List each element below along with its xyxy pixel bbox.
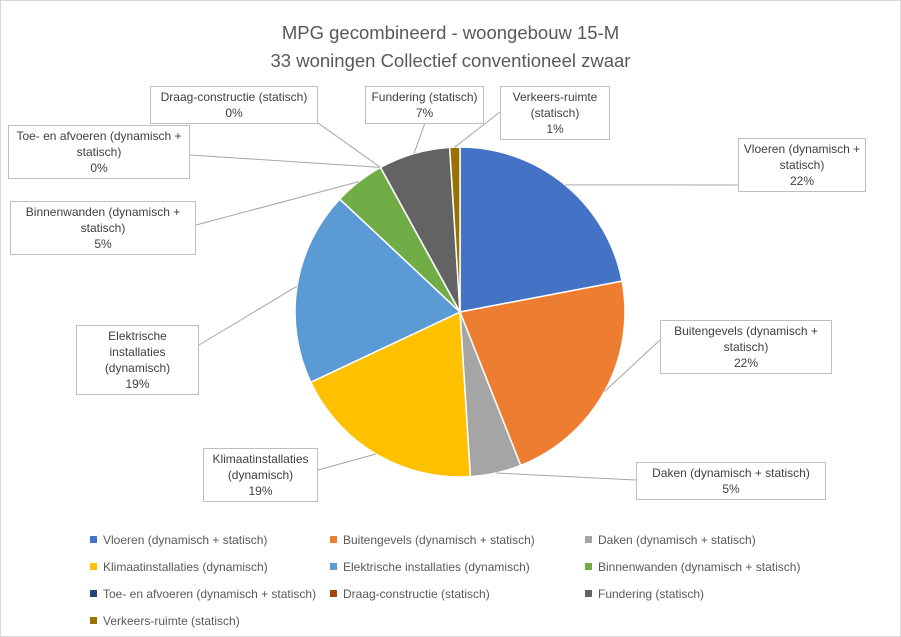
data-label: Toe- en afvoeren (dynamisch + statisch) 0…	[8, 125, 190, 179]
leader-line	[413, 122, 426, 154]
data-label-category: Verkeers-ruimte (statisch)	[512, 90, 598, 120]
pie-slice	[459, 146, 623, 313]
legend-item: Binnenwanden (dynamisch + statisch)	[585, 560, 800, 574]
legend-label: Vloeren (dynamisch + statisch)	[103, 533, 268, 547]
chart-title: MPG gecombineerd - woongebouw 15-M	[281, 22, 620, 43]
data-label: Fundering (statisch) 7%	[365, 86, 484, 124]
legend-swatch	[585, 536, 592, 543]
data-label-value: 7%	[415, 106, 434, 120]
data-label: Daken (dynamisch + statisch) 5%	[636, 462, 826, 500]
data-label-category: Elektrische installaties (dynamisch)	[104, 329, 171, 375]
legend-item: Toe- en afvoeren (dynamisch + statisch)	[90, 587, 316, 601]
data-label-category: Vloeren (dynamisch + statisch)	[743, 142, 861, 172]
legend-swatch	[330, 536, 337, 543]
legend-item: Draag-constructie (statisch)	[330, 587, 490, 601]
legend-item: Daken (dynamisch + statisch)	[585, 533, 756, 547]
data-label-value: 22%	[789, 174, 815, 188]
data-label: Elektrische installaties (dynamisch) 19%	[76, 325, 199, 395]
legend-swatch	[585, 590, 592, 597]
data-label-category: Klimaatinstallaties (dynamisch)	[212, 452, 309, 482]
legend-item: Vloeren (dynamisch + statisch)	[90, 533, 267, 547]
leader-line	[317, 122, 381, 168]
data-label-category: Fundering (statisch)	[371, 90, 478, 104]
legend-label: Fundering (statisch)	[598, 587, 705, 601]
legend-swatch	[90, 617, 97, 624]
legend-label: Toe- en afvoeren (dynamisch + statisch)	[103, 587, 317, 601]
legend-label: Buitengevels (dynamisch + statisch)	[343, 533, 535, 547]
legend-item: Verkeers-ruimte (statisch)	[90, 614, 240, 628]
legend-swatch	[330, 563, 337, 570]
legend-item: Klimaatinstallaties (dynamisch)	[90, 560, 268, 574]
legend-item: Elektrische installaties (dynamisch)	[330, 560, 530, 574]
leader-line	[195, 181, 359, 226]
data-label: Draag-constructie (statisch) 0%	[150, 86, 318, 124]
data-label-category: Daken (dynamisch + statisch)	[652, 466, 810, 480]
chart-subtitle: 33 woningen Collectief conventioneel zwa…	[270, 50, 631, 71]
data-label-value: 0%	[90, 161, 108, 175]
legend-swatch	[90, 536, 97, 543]
leader-line	[317, 453, 377, 471]
legend-label: Klimaatinstallaties (dynamisch)	[103, 560, 268, 574]
data-label-category: Draag-constructie (statisch)	[160, 90, 308, 104]
legend-label: Elektrische installaties (dynamisch)	[343, 560, 530, 574]
legend-label: Binnenwanden (dynamisch + statisch)	[598, 560, 801, 574]
legend-swatch	[90, 590, 97, 597]
data-label-category: Buitengevels (dynamisch + statisch)	[674, 324, 818, 354]
data-label-value: 0%	[225, 106, 243, 120]
legend-item: Fundering (statisch)	[585, 587, 704, 601]
leader-line	[495, 472, 637, 481]
data-label: Binnenwanden (dynamisch + statisch) 5%	[10, 201, 196, 255]
data-label: Verkeers-ruimte (statisch) 1%	[500, 86, 610, 140]
legend-swatch	[585, 563, 592, 570]
pie-slice	[294, 197, 462, 384]
legend-item: Buitengevels (dynamisch + statisch)	[330, 533, 535, 547]
data-label-value: 19%	[248, 484, 273, 498]
data-label: Buitengevels (dynamisch + statisch) 22%	[660, 320, 832, 374]
legend-label: Draag-constructie (statisch)	[343, 587, 490, 601]
leader-line	[604, 339, 661, 392]
data-label-value: 1%	[546, 122, 564, 136]
data-label-value: 22%	[733, 356, 759, 370]
data-label-value: 5%	[722, 482, 740, 496]
data-label: Klimaatinstallaties (dynamisch) 19%	[203, 448, 318, 502]
data-label-category: Toe- en afvoeren (dynamisch + statisch)	[16, 129, 182, 159]
legend-label: Verkeers-ruimte (statisch)	[103, 614, 240, 628]
pie-slice	[309, 310, 472, 478]
leader-line	[189, 154, 381, 168]
legend-swatch	[90, 563, 97, 570]
data-label: Vloeren (dynamisch + statisch) 22%	[738, 138, 866, 192]
legend-swatch	[330, 590, 337, 597]
leader-line	[454, 111, 501, 148]
leader-line	[198, 285, 298, 346]
data-label-value: 19%	[125, 377, 150, 391]
data-label-category: Binnenwanden (dynamisch + statisch)	[25, 205, 181, 235]
data-label-value: 5%	[94, 237, 112, 251]
legend-label: Daken (dynamisch + statisch)	[598, 533, 756, 547]
